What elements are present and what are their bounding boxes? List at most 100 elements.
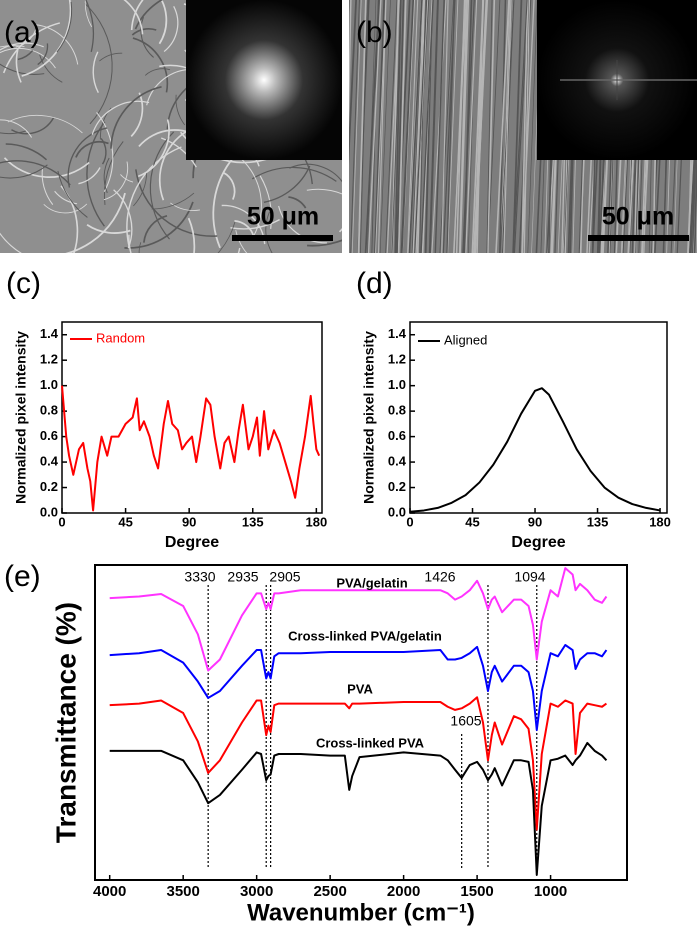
fiber <box>521 0 535 253</box>
fiber <box>15 49 22 83</box>
fiber <box>15 25 38 48</box>
fiber <box>222 171 236 200</box>
fiber <box>0 47 56 69</box>
fiber <box>357 0 367 253</box>
fiber <box>349 0 350 13</box>
series-line <box>109 644 608 732</box>
fiber <box>367 0 377 253</box>
fiber <box>57 170 88 218</box>
fiber <box>103 157 110 194</box>
fiber <box>693 125 697 253</box>
fiber <box>96 112 114 192</box>
fiber <box>350 0 360 253</box>
fiber <box>67 127 108 188</box>
fiber <box>217 221 236 253</box>
fiber <box>158 0 168 45</box>
fiber <box>446 0 456 253</box>
fiber <box>527 0 538 253</box>
fiber <box>0 119 33 138</box>
fiber <box>230 219 280 230</box>
fiber <box>137 119 170 178</box>
fiber <box>126 146 182 248</box>
fiber <box>375 0 387 253</box>
fiber <box>21 0 72 77</box>
scale-bar-label: 50 μm <box>602 203 674 231</box>
y-tick-label: 1.0 <box>388 377 406 392</box>
y-tick-label: 0.8 <box>40 403 58 418</box>
x-tick-label: 3000 <box>240 883 273 900</box>
fiber <box>113 189 133 249</box>
fiber <box>99 52 123 62</box>
fiber <box>523 0 531 253</box>
fiber <box>439 0 454 253</box>
fiber <box>91 100 150 135</box>
fiber <box>397 0 407 253</box>
fiber <box>133 171 148 207</box>
peak-label: 1094 <box>514 569 545 585</box>
fiber <box>99 107 112 140</box>
fiber <box>453 0 467 253</box>
plot-frame <box>94 564 628 881</box>
peak-label: 1605 <box>450 713 481 729</box>
y-tick-label: 0.4 <box>388 454 407 469</box>
y-tick-label: 0.2 <box>40 479 58 494</box>
fiber <box>0 63 45 75</box>
fiber <box>359 0 368 253</box>
y-tick-label: 0.6 <box>388 428 406 443</box>
peak-label: 3330 <box>184 569 215 585</box>
fiber <box>459 0 470 253</box>
fiber <box>85 0 94 53</box>
fiber <box>463 0 473 253</box>
fiber <box>124 201 194 249</box>
x-tick-label: 3500 <box>166 883 199 900</box>
x-tick-label: 135 <box>242 514 264 529</box>
fiber <box>39 54 63 83</box>
fiber <box>349 0 352 128</box>
fiber <box>521 0 529 253</box>
fiber <box>289 163 342 183</box>
x-tick-label: 45 <box>465 514 479 529</box>
fiber <box>251 166 337 182</box>
fiber <box>0 130 27 135</box>
x-tick-label: 4000 <box>93 883 126 900</box>
fiber <box>43 203 88 214</box>
fiber <box>307 239 342 247</box>
fiber <box>151 192 195 210</box>
plot-frame <box>409 321 668 514</box>
fiber <box>35 24 79 65</box>
y-tick-label: 0.0 <box>40 504 58 519</box>
series-label: Cross-linked PVA <box>316 735 425 750</box>
fiber <box>123 0 144 35</box>
x-axis-label: Degree <box>165 534 219 551</box>
fiber <box>54 190 78 205</box>
fiber <box>278 205 327 244</box>
x-tick-label: 0 <box>58 514 65 529</box>
y-tick-label: 1.2 <box>388 352 406 367</box>
fiber <box>163 6 179 53</box>
fiber <box>465 0 478 253</box>
panel-label: (d) <box>356 267 393 300</box>
x-tick-label: 0 <box>406 514 413 529</box>
fiber <box>170 202 201 211</box>
fiber <box>487 0 496 253</box>
fiber <box>5 143 48 161</box>
series-line <box>409 387 661 513</box>
fiber <box>501 0 511 253</box>
fiber <box>149 131 175 240</box>
x-axis-label: Degree <box>511 534 565 551</box>
fiber <box>7 115 83 134</box>
fiber <box>501 0 515 253</box>
fiber <box>512 0 528 253</box>
fiber <box>78 167 101 185</box>
fiber <box>471 0 484 253</box>
fiber <box>252 282 291 302</box>
fiber <box>235 154 262 239</box>
fiber <box>149 271 243 305</box>
fiber <box>0 45 25 48</box>
fiber <box>447 0 459 253</box>
fiber <box>401 0 415 253</box>
fiber <box>349 0 358 166</box>
scale-bar-label: 50 μm <box>247 203 319 231</box>
fiber <box>132 37 169 93</box>
y-tick-label: 1.4 <box>40 326 59 341</box>
